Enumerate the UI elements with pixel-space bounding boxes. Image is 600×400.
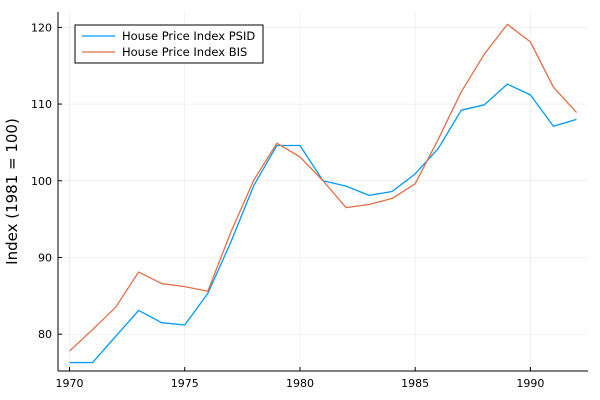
x-tick-label: 1990 bbox=[516, 377, 544, 390]
y-axis-title: Index (1981 = 100) bbox=[3, 118, 21, 265]
y-tick-label: 100 bbox=[31, 175, 52, 188]
y-tick-label: 110 bbox=[31, 98, 52, 111]
legend-entry-label: House Price Index BIS bbox=[122, 45, 247, 59]
series-lines bbox=[69, 23, 577, 364]
grid-lines bbox=[58, 12, 588, 371]
y-tick-label: 120 bbox=[31, 21, 52, 34]
legend-entry-label: House Price Index PSID bbox=[122, 29, 255, 43]
series-line-1 bbox=[69, 83, 577, 364]
legend: House Price Index PSID House Price Index … bbox=[74, 24, 264, 64]
series-line-2 bbox=[69, 23, 577, 352]
axes bbox=[57, 12, 588, 372]
x-tick-label: 1975 bbox=[171, 377, 199, 390]
x-tick-label: 1985 bbox=[401, 377, 429, 390]
legend-box bbox=[74, 24, 264, 64]
y-tick-label: 80 bbox=[38, 328, 52, 341]
tick-labels: 1970 1975 1980 1985 1990 80 90 100 110 120 bbox=[31, 21, 544, 390]
x-tick-label: 1980 bbox=[286, 377, 314, 390]
y-tick-label: 90 bbox=[38, 251, 52, 264]
x-tick-label: 1970 bbox=[56, 377, 84, 390]
